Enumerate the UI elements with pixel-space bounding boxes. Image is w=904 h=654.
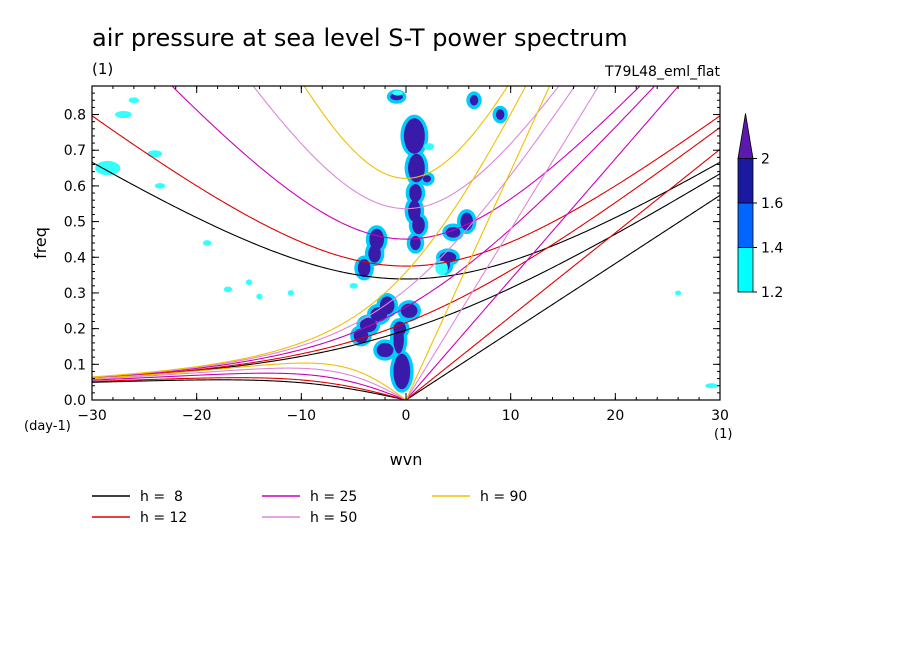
kelvin-curve: [405, 86, 600, 400]
colorbar-label: 1.2: [761, 285, 783, 301]
legend-label: h = 12: [140, 510, 187, 526]
y-tick-label: 0.4: [64, 250, 86, 266]
contour-blob: [368, 244, 381, 263]
contour-speck: [705, 383, 718, 389]
contour-speck: [287, 290, 295, 296]
contour-blob: [357, 259, 371, 277]
x-tick-label: −20: [182, 408, 212, 424]
contour-speck: [423, 143, 435, 151]
kelvin-curve: [405, 148, 720, 400]
colorbar-label: 1.6: [761, 196, 783, 212]
contour-speck: [245, 279, 253, 286]
x-tick-label: −10: [287, 408, 317, 424]
chart-title: air pressure at sea level S-T power spec…: [92, 24, 628, 52]
axes: −30 −20 −10 0 10 20 30 0.0 0.1 0.2 0.3 0.4 0.5 0.6 0.7…: [64, 86, 729, 424]
contour-blob: [460, 212, 473, 231]
dispersion-curves: [92, 86, 720, 400]
x-tick-label: 30: [711, 408, 729, 424]
kelvin-curve: [405, 86, 680, 400]
contour-speck: [154, 183, 166, 189]
legend: h = 8 h = 12 h = 25 h = 50 h = 90: [92, 489, 527, 526]
contour-blob: [408, 200, 421, 222]
contour-blob: [408, 153, 425, 183]
colorbar-label: 1.4: [761, 241, 783, 257]
contour-blob: [409, 184, 422, 202]
x-tick-label: −30: [77, 408, 107, 424]
rossby-curve: [92, 362, 407, 400]
contour-speck: [147, 150, 163, 158]
mrg-curve: [92, 86, 527, 378]
rossby-curve: [92, 377, 407, 400]
colorbar-arrow: [737, 113, 754, 159]
colorbar-segment: [737, 247, 754, 293]
rossby-curve: [92, 372, 407, 400]
colorbar-segment: [737, 158, 754, 204]
y-tick-label: 0.5: [64, 215, 86, 231]
contour-speck: [675, 290, 682, 296]
mrg-curve: [92, 86, 656, 379]
legend-label: h = 50: [310, 510, 357, 526]
contour-speck: [256, 293, 263, 300]
contour-speck: [115, 110, 132, 119]
rossby-curve: [92, 367, 407, 400]
x-tick-label: 0: [402, 408, 411, 424]
inertia-gravity-curve: [303, 86, 509, 179]
x-axis-label: wvn: [390, 450, 423, 469]
mrg-curve: [92, 126, 720, 379]
contour-speck: [223, 286, 233, 293]
y-tick-label: 0.6: [64, 179, 86, 195]
y-tick-label: 0.0: [64, 393, 86, 409]
contour-blob: [469, 94, 479, 106]
chart-subtitle-right: T79L48_eml_flat: [604, 64, 721, 80]
inertia-gravity-curve: [92, 161, 720, 280]
x-axis-unit: (1): [714, 427, 732, 442]
contour-speck: [435, 260, 448, 276]
contour-blob: [369, 228, 385, 251]
legend-label: h = 8: [140, 489, 183, 505]
contour-blob: [403, 118, 425, 154]
y-tick-label: 0.1: [64, 357, 86, 373]
contour-blob: [393, 353, 411, 390]
rossby-curve: [92, 379, 407, 400]
contour-blob: [496, 109, 505, 120]
colorbar-label: 2: [761, 152, 770, 168]
y-tick-label: 0.3: [64, 286, 86, 302]
contour-blob: [422, 175, 432, 183]
y-tick-label: 0.8: [64, 108, 86, 124]
contour-speck: [349, 282, 358, 289]
contour-speck: [202, 240, 212, 246]
contour-blob: [370, 307, 388, 322]
x-tick-label: 10: [502, 408, 520, 424]
legend-label: h = 90: [480, 489, 527, 505]
contour-speck: [128, 97, 140, 104]
kelvin-curve: [405, 194, 720, 400]
colorbar: 1.2 1.4 1.6 2: [737, 113, 783, 301]
y-axis-unit: (day-1): [24, 419, 71, 434]
inertia-gravity-curve: [252, 86, 560, 210]
contour-blob: [445, 226, 461, 238]
contour-speck: [392, 90, 403, 96]
contour-layer: [95, 89, 718, 393]
legend-label: h = 25: [310, 489, 357, 505]
mrg-curve: [92, 86, 576, 378]
inertia-gravity-curve: [171, 86, 641, 240]
contour-speck: [95, 160, 121, 176]
y-tick-label: 0.2: [64, 322, 86, 338]
contour-blob: [353, 328, 369, 343]
colorbar-segment: [737, 202, 754, 248]
contour-blob: [393, 325, 404, 354]
kelvin-curve: [405, 86, 551, 400]
chart-subtitle-left: (1): [92, 60, 113, 78]
inertia-gravity-curve: [92, 115, 720, 267]
y-axis-label: freq: [31, 227, 50, 259]
x-tick-label: 20: [606, 408, 624, 424]
y-tick-label: 0.7: [64, 143, 86, 159]
contour-blob: [376, 342, 394, 358]
contour-blob: [412, 216, 425, 235]
